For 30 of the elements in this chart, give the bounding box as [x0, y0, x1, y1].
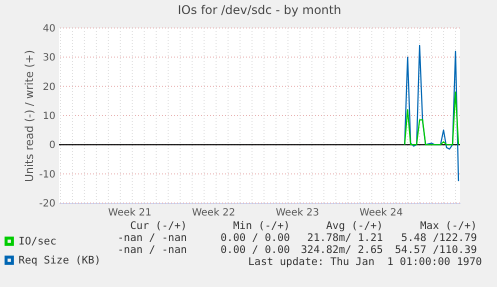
text: 21.78m/ 1.21 — [307, 232, 383, 244]
line-series — [404, 44, 460, 182]
legend-label: IO/sec — [18, 235, 56, 248]
y-tick-label: 10 — [42, 111, 56, 122]
text: -nan / -nan — [117, 244, 187, 256]
y-tick-label: -20 — [39, 198, 56, 210]
text: Min (-/+) — [233, 220, 290, 232]
text: Cur (-/+) — [130, 220, 187, 232]
y-tick-label: 0 — [49, 140, 56, 152]
text: 5.48 /122.79 — [401, 232, 477, 244]
text: 0.00 / 0.00 — [220, 244, 290, 256]
chart-title: IOs for /dev/sdc - by month — [178, 3, 342, 17]
text: Last update: Thu Jan 1 01:00:00 1970 — [248, 256, 482, 268]
legend-label: Req Size (KB) — [18, 254, 101, 266]
text: -nan / -nan — [117, 232, 187, 244]
x-tick-label: Week 24 — [360, 208, 403, 218]
text: 324.82m/ 2.65 — [300, 244, 383, 256]
y-tick-label: 20 — [42, 82, 56, 93]
y-tick-label: 40 — [42, 24, 56, 34]
y-tick-label: 30 — [42, 52, 56, 64]
x-tick-label: Week 23 — [276, 208, 320, 218]
y-axis-title: Units read (-) / write (+) — [23, 50, 36, 182]
x-tick-label: Week 21 — [108, 208, 152, 218]
line-series — [404, 92, 460, 146]
text: 54.57 /110.39 — [394, 244, 477, 256]
text: Max (-/+) — [420, 220, 477, 232]
y-tick-label: -10 — [39, 169, 56, 180]
x-tick-label: Week 22 — [192, 208, 236, 218]
text: Avg (-/+) — [326, 220, 383, 232]
text: 0.00 / 0.00 — [220, 232, 290, 244]
